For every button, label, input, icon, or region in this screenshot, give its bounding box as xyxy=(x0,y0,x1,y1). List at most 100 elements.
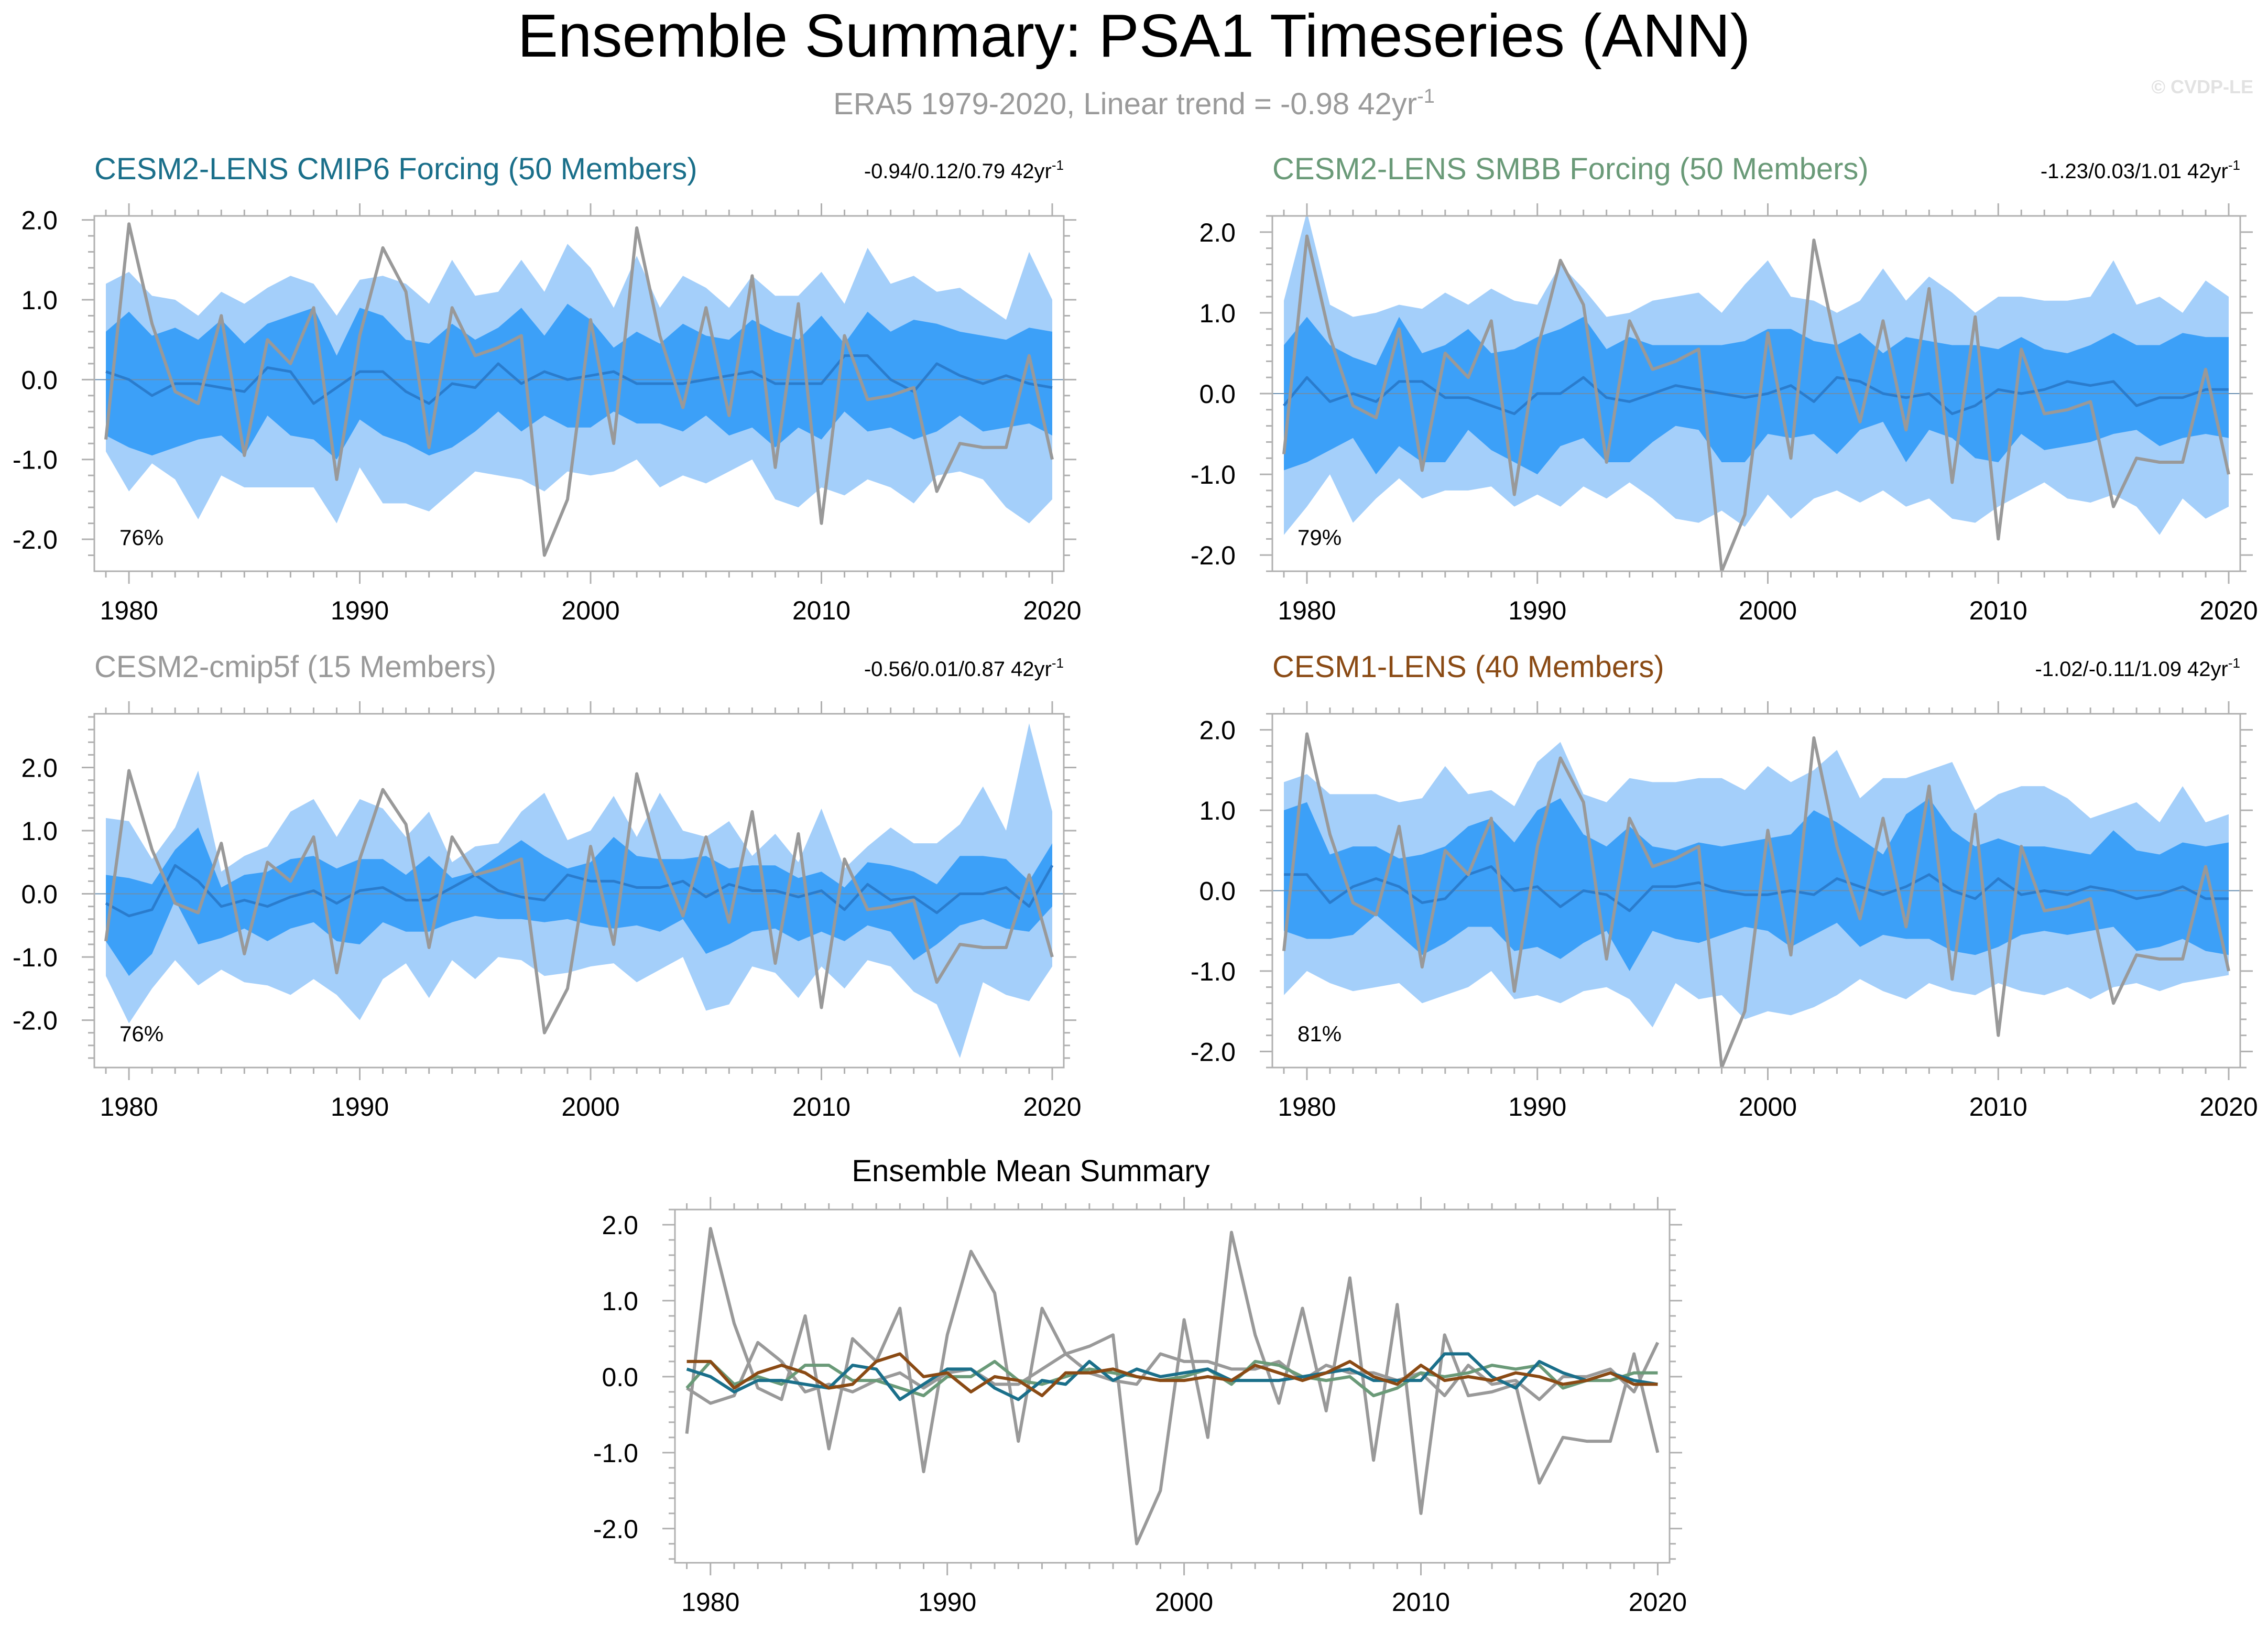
plot-frame xyxy=(93,215,1065,572)
y-tick-label: 0.0 xyxy=(1199,877,1236,906)
y-tick-label: -1.0 xyxy=(593,1439,638,1468)
plot-area xyxy=(94,723,1064,1058)
x-tick-label: 2000 xyxy=(1155,1587,1213,1617)
y-tick-label: 2.0 xyxy=(602,1211,638,1240)
y-tick-label: -1.0 xyxy=(1191,957,1236,986)
y-tick-label: 1.0 xyxy=(21,816,58,846)
x-tick-label: 2020 xyxy=(1629,1587,1687,1617)
figure-subtitle: ERA5 1979-2020, Linear trend = -0.98 42y… xyxy=(833,85,1435,121)
x-tick-label: 2000 xyxy=(1739,1092,1797,1122)
inner-spread-band xyxy=(106,303,1052,460)
x-tick-label: 2020 xyxy=(2199,596,2258,625)
observation-line xyxy=(104,222,1054,557)
trend-label: -0.56/0.01/0.87 42yr-1 xyxy=(864,655,1064,681)
x-tick-label: 1990 xyxy=(331,1092,389,1122)
figure-title: Ensemble Summary: PSA1 Timeseries (ANN) xyxy=(518,2,1751,70)
plot-area xyxy=(685,1227,1660,1545)
panel-cesm2-cmip6: 1980 1990 2000 2010 2020 2.0 1.0 0.0 -1.0 -2.0 CES… xyxy=(13,152,1082,625)
series-line-1 xyxy=(685,1341,1660,1405)
plot-area xyxy=(1272,732,2240,1068)
x-tick-label: 1990 xyxy=(918,1587,976,1617)
panel-title: CESM1-LENS (40 Members) xyxy=(1272,650,1664,684)
trend-sup: -1 xyxy=(1052,157,1064,173)
trend-values: -1.02/-0.11/1.09 42yr xyxy=(2035,658,2228,681)
y-tick-label: -2.0 xyxy=(1191,541,1236,570)
x-tick-label: 1980 xyxy=(1278,596,1336,625)
percent-label: 76% xyxy=(119,1021,163,1046)
panels-group: 1980 1990 2000 2010 2020 2.0 1.0 0.0 -1.0 -2.0 CES… xyxy=(13,152,2258,1617)
plot-area xyxy=(1272,216,2240,571)
x-tick-label: 2000 xyxy=(1739,596,1797,625)
y-tick-label: 1.0 xyxy=(602,1287,638,1316)
x-tick-label: 1990 xyxy=(1508,596,1566,625)
y-tick-label: -2.0 xyxy=(13,1006,58,1036)
y-tick-label: 1.0 xyxy=(1199,796,1236,825)
panel-cesm2-cmip5f: 1980 1990 2000 2010 2020 2.0 1.0 0.0 -1.0 -2.0 CES… xyxy=(13,650,1082,1122)
y-tick-label: -2.0 xyxy=(593,1515,638,1544)
x-tick-label: 1980 xyxy=(100,1092,158,1122)
x-tick-label: 2020 xyxy=(1023,596,1081,625)
ensemble-mean-line xyxy=(105,354,1053,405)
percent-label: 81% xyxy=(1297,1021,1342,1046)
x-tick-label: 2010 xyxy=(792,596,850,625)
series-line-4 xyxy=(686,1352,1658,1398)
x-tick-label: 1980 xyxy=(681,1587,739,1617)
plot-frame xyxy=(93,713,1065,1069)
y-tick-label: -2.0 xyxy=(13,525,58,554)
x-tick-label: 2010 xyxy=(1392,1587,1450,1617)
x-tick-label: 2010 xyxy=(792,1092,850,1122)
inner-spread-band xyxy=(1284,798,2229,971)
panel-title: Ensemble Mean Summary xyxy=(852,1154,1209,1188)
panel-cesm2-smbb: 1980 1990 2000 2010 2020 2.0 1.0 0.0 -1.0 -2.0 CES… xyxy=(1191,152,2258,625)
series-line-0 xyxy=(685,1227,1660,1545)
y-tick-label: -2.0 xyxy=(1191,1037,1236,1066)
ensemble-mean-line xyxy=(1284,865,2229,912)
panel-title: CESM2-LENS SMBB Forcing (50 Members) xyxy=(1272,152,1869,186)
trend-label: -0.94/0.12/0.79 42yr-1 xyxy=(864,157,1064,183)
x-tick-label: 2000 xyxy=(561,596,619,625)
y-tick-label: 2.0 xyxy=(1199,218,1236,247)
y-tick-label: 1.0 xyxy=(1199,299,1236,328)
plot-area xyxy=(94,222,1064,557)
trend-values: -0.94/0.12/0.79 42yr xyxy=(864,160,1052,183)
plot-frame xyxy=(674,1209,1671,1564)
panel-title: CESM2-LENS CMIP6 Forcing (50 Members) xyxy=(94,152,697,186)
x-tick-label: 2020 xyxy=(1023,1092,1081,1122)
panel-ensemble-mean-summary: 1980 1990 2000 2010 2020 2.0 1.0 0.0 -1.0 -2.0 Ens… xyxy=(593,1154,1687,1617)
observation-line xyxy=(104,769,1054,1035)
trend-values: -1.23/0.03/1.01 42yr xyxy=(2041,160,2228,183)
panel-cesm1-lens: 1980 1990 2000 2010 2020 2.0 1.0 0.0 -1.0 -2.0 CES… xyxy=(1191,650,2258,1122)
subtitle-sup: -1 xyxy=(1417,85,1435,107)
ensemble-mean-line xyxy=(1283,376,2229,415)
x-tick-label: 1980 xyxy=(1278,1092,1336,1122)
y-tick-label: -1.0 xyxy=(13,445,58,475)
x-tick-label: 2020 xyxy=(2199,1092,2258,1122)
trend-sup: -1 xyxy=(1052,655,1064,671)
x-tick-label: 2000 xyxy=(561,1092,619,1122)
y-tick-label: -1.0 xyxy=(13,943,58,972)
x-tick-label: 2010 xyxy=(1969,596,2027,625)
panel-title: CESM2-cmip5f (15 Members) xyxy=(94,650,496,684)
x-tick-label: 2010 xyxy=(1969,1092,2027,1122)
percent-label: 79% xyxy=(1297,525,1342,550)
x-tick-label: 1980 xyxy=(100,596,158,625)
percent-label: 76% xyxy=(119,525,163,550)
watermark: © CVDP-LE xyxy=(2151,76,2253,97)
y-tick-label: 2.0 xyxy=(21,206,58,235)
subtitle-main: ERA5 1979-2020, Linear trend = -0.98 42y… xyxy=(833,87,1417,121)
y-tick-label: -1.0 xyxy=(1191,460,1236,489)
trend-values: -0.56/0.01/0.87 42yr xyxy=(864,658,1052,681)
observation-line xyxy=(1282,234,2230,571)
trend-label: -1.23/0.03/1.01 42yr-1 xyxy=(2041,157,2240,183)
y-tick-label: 0.0 xyxy=(1199,379,1236,409)
series-line-3 xyxy=(686,1352,1658,1401)
x-tick-label: 1990 xyxy=(331,596,389,625)
y-tick-label: 2.0 xyxy=(1199,716,1236,745)
trend-label: -1.02/-0.11/1.09 42yr-1 xyxy=(2035,655,2240,681)
y-tick-label: 0.0 xyxy=(602,1363,638,1392)
ensemble-mean-line xyxy=(105,864,1054,918)
y-tick-label: 0.0 xyxy=(21,880,58,909)
y-tick-label: 2.0 xyxy=(21,753,58,782)
trend-sup: -1 xyxy=(2228,655,2240,671)
